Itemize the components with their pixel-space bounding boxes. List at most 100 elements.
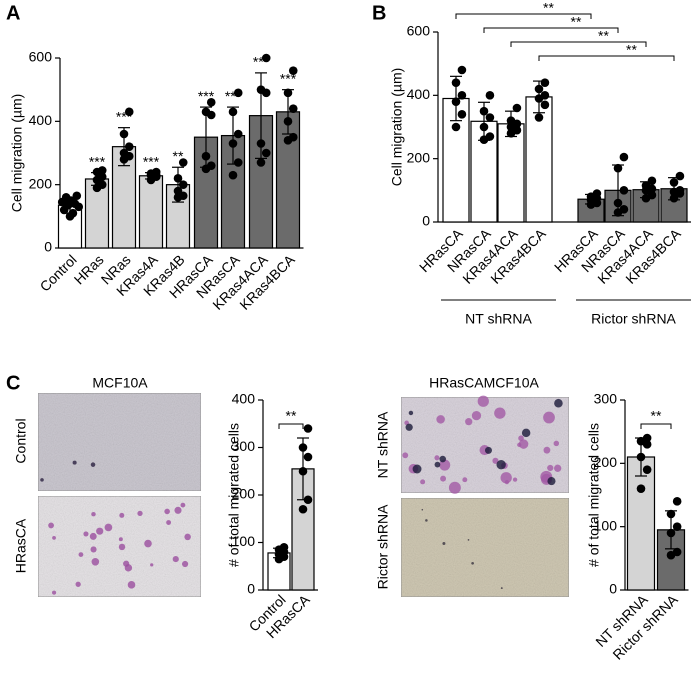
data-point: [451, 78, 461, 87]
data-point: [303, 452, 313, 462]
micrograph-cell: [500, 587, 503, 589]
comparison-bracket: [483, 27, 619, 33]
significance-label: ***: [225, 88, 242, 104]
micrograph-cell: [127, 581, 136, 589]
data-point: [672, 547, 682, 557]
data-point: [256, 85, 266, 94]
significance-label: ***: [280, 70, 297, 86]
data-point: [451, 97, 461, 106]
micrograph-cell: [96, 527, 104, 535]
micrograph-cell: [477, 395, 489, 407]
data-point: [288, 132, 298, 142]
micrograph-cell: [439, 459, 451, 471]
data-point: [613, 198, 623, 208]
comparison-label: **: [626, 42, 637, 58]
data-point: [261, 53, 271, 63]
panel-label: B: [372, 2, 386, 24]
micrograph-cell: [78, 552, 84, 557]
data-point: [206, 98, 216, 107]
data-point: [619, 152, 629, 162]
micrograph-cell: [554, 464, 562, 472]
data-point: [506, 116, 516, 125]
x-tick-label: HRas: [71, 251, 107, 287]
micrograph-cell: [425, 519, 428, 522]
data-point: [534, 113, 544, 122]
data-point: [636, 452, 646, 462]
micrograph-cell: [512, 477, 518, 482]
data-point: [457, 65, 467, 75]
significance-label: ***: [198, 88, 215, 104]
comparison-bracket: [640, 423, 672, 429]
y-tick-label: 400: [407, 86, 431, 102]
micrograph-cell: [184, 533, 191, 541]
y-axis-label: # of total migrated cells: [586, 423, 602, 567]
data-point: [303, 495, 313, 505]
group-label: Rictor shRNA: [591, 311, 676, 327]
micrograph-cell: [554, 398, 563, 408]
micrograph-cell: [91, 511, 96, 517]
micrograph-cell: [547, 464, 554, 472]
y-tick-label: 200: [29, 175, 53, 191]
micrograph-cell: [471, 410, 482, 421]
group-label: NT shRNA: [465, 311, 532, 327]
data-point: [647, 176, 657, 186]
micrograph-cell: [494, 407, 506, 419]
micrograph-cell: [462, 477, 468, 483]
image-row-label: NT shRNA: [375, 411, 391, 478]
micrograph-cell: [543, 411, 555, 424]
data-point: [642, 433, 652, 443]
data-point: [672, 497, 682, 506]
data-point: [613, 163, 623, 173]
data-point: [256, 158, 266, 167]
micrograph-cell: [405, 423, 413, 431]
y-tick-label: 300: [594, 391, 618, 407]
data-point: [485, 91, 495, 100]
bar: [626, 456, 656, 591]
significance-label: ***: [89, 153, 106, 169]
micrograph-cell: [180, 502, 186, 508]
data-point: [540, 100, 550, 110]
micrograph-cell: [484, 446, 492, 454]
micrograph-cell: [52, 535, 56, 540]
data-point: [124, 142, 134, 151]
data-point: [666, 509, 676, 519]
data-point: [173, 186, 183, 196]
micrograph-cell: [467, 539, 470, 541]
micrographs: [37, 392, 570, 598]
significance-label: **: [173, 148, 184, 164]
comparison-label: **: [286, 408, 297, 424]
micrograph: [400, 497, 570, 598]
y-tick-label: 400: [29, 112, 53, 128]
data-point: [119, 148, 129, 158]
micrograph-cell: [436, 415, 445, 424]
bar: [138, 175, 164, 249]
micrograph-cell: [91, 557, 100, 566]
micrograph-cell: [119, 512, 125, 518]
y-axis-label: Cell migration (µm): [389, 68, 405, 187]
micrograph-cell: [124, 564, 133, 572]
micrograph-cell: [40, 478, 44, 482]
micrograph-cell: [518, 435, 524, 441]
y-tick-label: 0: [247, 581, 255, 597]
significance-label: ***: [116, 108, 133, 124]
image-title: HRasCAMCF10A: [429, 375, 539, 391]
data-point: [228, 170, 238, 180]
micrograph-cell: [104, 523, 113, 532]
y-tick-label: 200: [232, 486, 256, 502]
micrograph-cell: [48, 522, 54, 529]
micrograph-cell: [172, 555, 179, 563]
micrograph-cell: [408, 410, 414, 416]
data-point: [485, 132, 495, 141]
comparison-bracket: [510, 41, 647, 47]
micrograph-cell: [118, 537, 123, 542]
micrograph-cell: [420, 479, 426, 485]
data-point: [228, 139, 238, 148]
y-tick-label: 200: [407, 149, 431, 165]
data-point: [124, 107, 134, 117]
significance-label: ***: [253, 54, 270, 70]
data-point: [233, 88, 243, 98]
micrograph-cell: [434, 455, 440, 461]
y-tick-label: 300: [232, 438, 256, 454]
data-point: [619, 186, 629, 195]
